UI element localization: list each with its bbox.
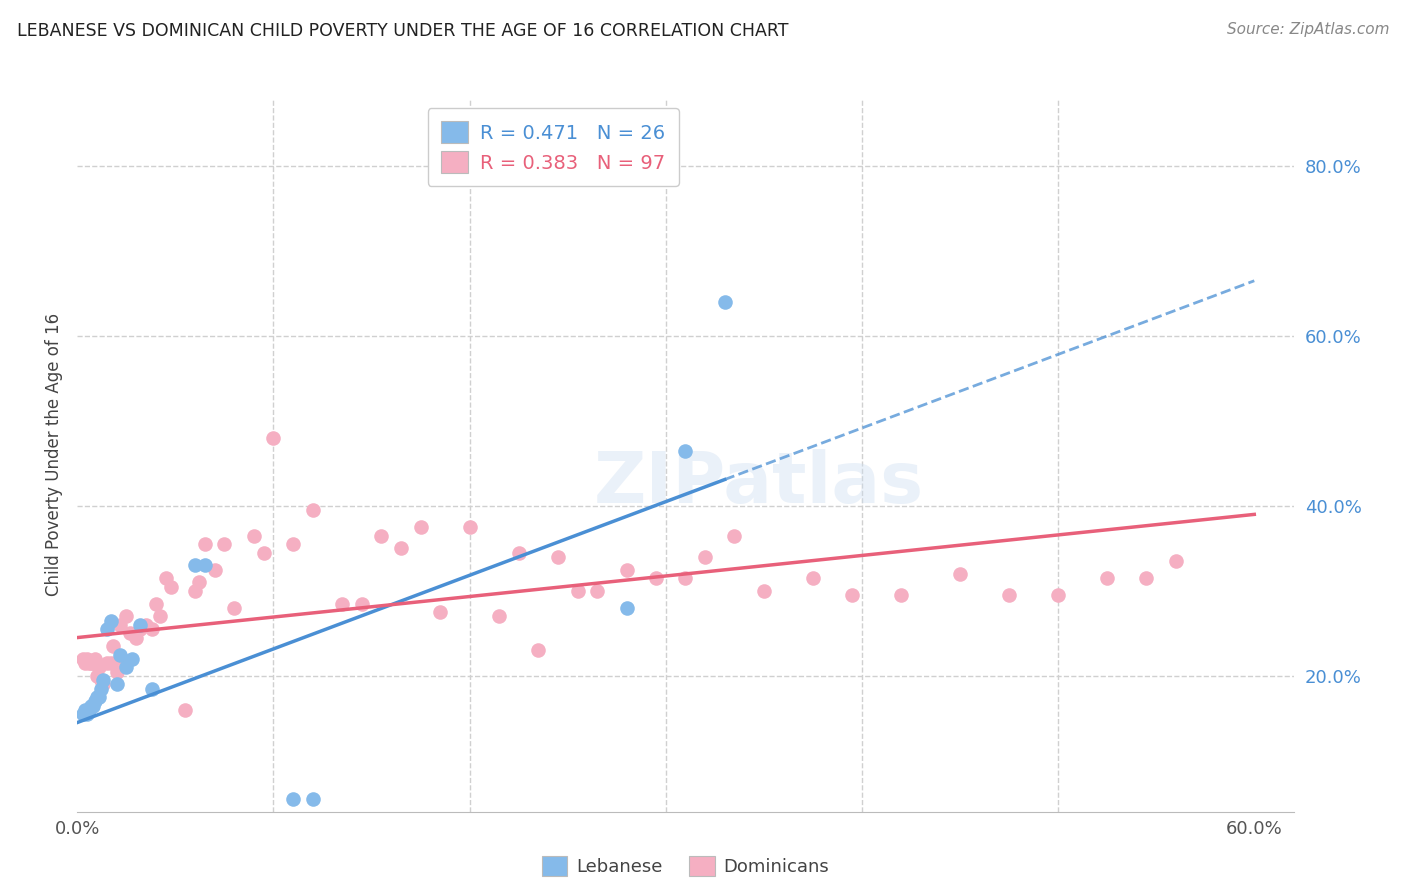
Point bbox=[100, 614, 122, 628]
Point bbox=[77, 703, 100, 717]
Point bbox=[194, 558, 217, 573]
Point bbox=[90, 673, 112, 687]
Point bbox=[91, 673, 114, 687]
Point bbox=[149, 609, 172, 624]
Point bbox=[115, 609, 138, 624]
Point bbox=[155, 571, 177, 585]
Point bbox=[194, 537, 217, 551]
Point bbox=[90, 681, 112, 696]
Point bbox=[101, 639, 124, 653]
Point bbox=[184, 558, 207, 573]
Point bbox=[281, 792, 304, 806]
Point bbox=[76, 706, 98, 721]
Text: LEBANESE VS DOMINICAN CHILD POVERTY UNDER THE AGE OF 16 CORRELATION CHART: LEBANESE VS DOMINICAN CHILD POVERTY UNDE… bbox=[17, 22, 789, 40]
Point bbox=[174, 703, 197, 717]
Point bbox=[645, 571, 668, 585]
Point bbox=[184, 583, 207, 598]
Point bbox=[91, 677, 114, 691]
Point bbox=[87, 690, 110, 704]
Point bbox=[129, 617, 152, 632]
Point bbox=[72, 706, 94, 721]
Point bbox=[330, 597, 353, 611]
Point bbox=[105, 677, 128, 691]
Point bbox=[129, 622, 152, 636]
Point bbox=[409, 520, 432, 534]
Point bbox=[616, 563, 638, 577]
Point bbox=[1164, 554, 1187, 568]
Point bbox=[80, 656, 103, 670]
Point bbox=[488, 609, 510, 624]
Point bbox=[547, 549, 569, 564]
Point bbox=[723, 528, 745, 542]
Point bbox=[75, 703, 97, 717]
Point bbox=[160, 580, 183, 594]
Point bbox=[1047, 588, 1070, 602]
Legend: Lebanese, Dominicans: Lebanese, Dominicans bbox=[533, 847, 838, 885]
Point bbox=[96, 622, 118, 636]
Point bbox=[82, 656, 104, 670]
Point bbox=[141, 622, 163, 636]
Point bbox=[801, 571, 824, 585]
Point bbox=[100, 656, 122, 670]
Point bbox=[141, 681, 163, 696]
Point bbox=[86, 669, 108, 683]
Point bbox=[105, 665, 128, 679]
Point bbox=[890, 588, 912, 602]
Point bbox=[84, 694, 107, 708]
Point bbox=[76, 652, 98, 666]
Y-axis label: Child Poverty Under the Age of 16: Child Poverty Under the Age of 16 bbox=[45, 313, 63, 597]
Point bbox=[841, 588, 863, 602]
Point bbox=[115, 660, 138, 674]
Point bbox=[72, 652, 94, 666]
Point bbox=[110, 617, 132, 632]
Text: ZIPatlas: ZIPatlas bbox=[593, 449, 924, 518]
Point bbox=[253, 546, 276, 560]
Point bbox=[1095, 571, 1118, 585]
Point bbox=[145, 597, 167, 611]
Point bbox=[86, 690, 108, 704]
Point bbox=[110, 648, 132, 662]
Point bbox=[693, 549, 716, 564]
Point bbox=[675, 443, 697, 458]
Point bbox=[87, 660, 110, 674]
Point bbox=[214, 537, 236, 551]
Point bbox=[120, 626, 142, 640]
Point bbox=[188, 575, 211, 590]
Point bbox=[301, 792, 323, 806]
Point bbox=[527, 643, 550, 657]
Text: Source: ZipAtlas.com: Source: ZipAtlas.com bbox=[1226, 22, 1389, 37]
Point bbox=[263, 431, 285, 445]
Point bbox=[429, 605, 451, 619]
Point bbox=[243, 528, 266, 542]
Point bbox=[998, 588, 1021, 602]
Point bbox=[713, 295, 735, 310]
Point bbox=[370, 528, 392, 542]
Point bbox=[350, 597, 373, 611]
Point bbox=[80, 698, 103, 713]
Point bbox=[84, 652, 107, 666]
Point bbox=[125, 631, 148, 645]
Point bbox=[508, 546, 530, 560]
Point bbox=[281, 537, 304, 551]
Point bbox=[96, 656, 118, 670]
Point bbox=[82, 698, 104, 713]
Point bbox=[301, 503, 323, 517]
Point bbox=[121, 652, 143, 666]
Point bbox=[458, 520, 481, 534]
Point bbox=[77, 656, 100, 670]
Point bbox=[75, 656, 97, 670]
Point bbox=[1135, 571, 1157, 585]
Point bbox=[224, 600, 246, 615]
Point bbox=[949, 566, 972, 581]
Point bbox=[616, 600, 638, 615]
Point bbox=[111, 652, 134, 666]
Point bbox=[135, 617, 157, 632]
Point bbox=[675, 571, 697, 585]
Point bbox=[586, 583, 609, 598]
Point bbox=[752, 583, 775, 598]
Point bbox=[389, 541, 412, 556]
Point bbox=[204, 563, 226, 577]
Point bbox=[567, 583, 589, 598]
